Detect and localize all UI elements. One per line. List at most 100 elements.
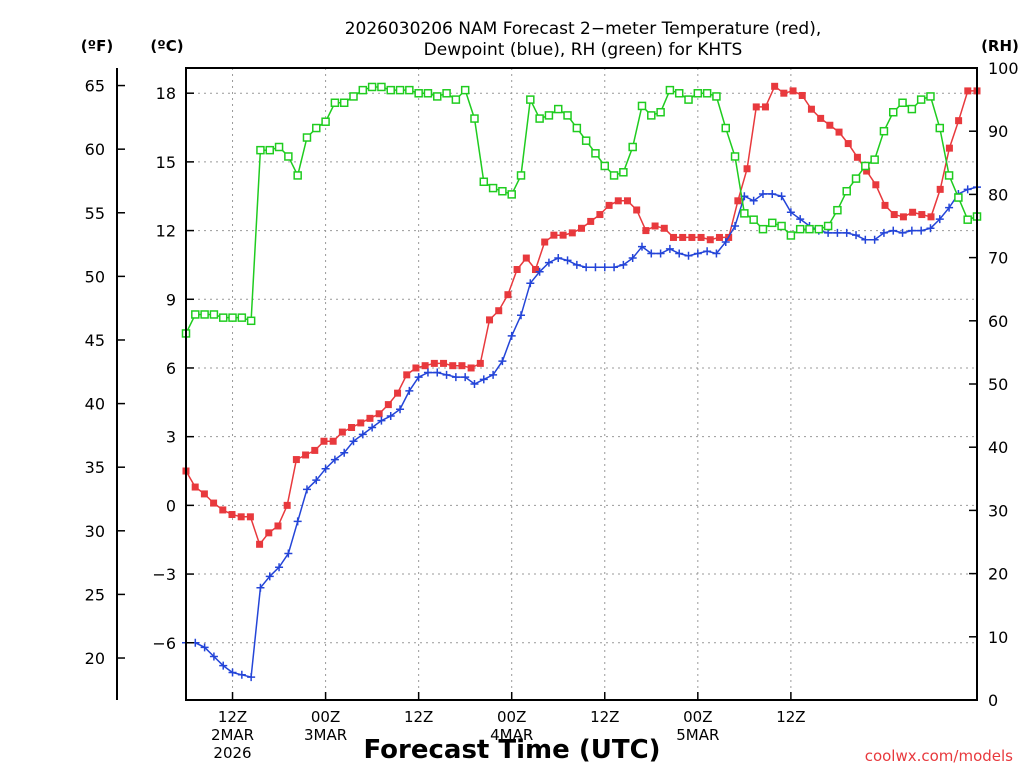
time-tick-label: 5MAR xyxy=(676,726,719,744)
temperature-point xyxy=(513,266,521,274)
temperature-point xyxy=(909,208,917,216)
temperature-point xyxy=(614,197,622,205)
temperature-point xyxy=(246,513,254,521)
temperature-point xyxy=(890,211,898,219)
temperature-point xyxy=(697,233,705,241)
rh-point xyxy=(823,221,833,231)
credit-label: coolwx.com/models xyxy=(865,747,1013,765)
temperature-point xyxy=(945,144,953,152)
rh-point xyxy=(591,149,600,158)
dewpoint-point xyxy=(926,224,935,233)
celsius-tick-label: −3 xyxy=(152,565,176,584)
rh-tick-label: 50 xyxy=(988,375,1008,394)
dewpoint-point xyxy=(647,249,656,258)
temperature-point xyxy=(955,117,963,125)
rh-point xyxy=(814,224,824,234)
rh-point xyxy=(693,89,703,98)
dewpoint-point xyxy=(907,226,916,235)
rh-point xyxy=(488,183,498,193)
rh-tick-label: 60 xyxy=(988,312,1008,331)
temperature-point xyxy=(302,451,310,459)
rh-point xyxy=(935,123,945,133)
temperature-point xyxy=(311,446,319,454)
rh-unit-label: (RH) xyxy=(981,37,1019,55)
rh-point xyxy=(870,155,879,164)
rh-point xyxy=(191,310,200,319)
rh-point xyxy=(405,85,414,95)
rh-point xyxy=(553,104,563,114)
rh-point xyxy=(907,104,917,114)
dewpoint-point xyxy=(619,260,628,269)
dewpoint-point xyxy=(703,247,712,256)
temperature-point xyxy=(394,389,402,397)
dewpoint-point xyxy=(302,485,311,494)
temperature-point xyxy=(375,410,383,418)
temperature-point xyxy=(679,233,687,241)
dewpoint-point xyxy=(358,430,367,439)
rh-point xyxy=(339,98,349,108)
time-tick-label: 2026 xyxy=(213,744,251,762)
dewpoint-point xyxy=(489,370,498,379)
dewpoint-point xyxy=(656,249,665,258)
temperature-point xyxy=(780,89,788,97)
dewpoint-point xyxy=(423,368,432,377)
rh-point xyxy=(367,82,377,92)
fahrenheit-tick-label: 40 xyxy=(85,395,105,414)
dewpoint-point xyxy=(786,208,795,217)
dewpoint-point xyxy=(517,311,526,320)
fahrenheit-tick-label: 60 xyxy=(85,140,105,159)
rh-tick-label: 10 xyxy=(988,628,1008,647)
temperature-point xyxy=(761,103,769,111)
dewpoint-point xyxy=(935,215,944,224)
dewpoint-point xyxy=(442,370,451,379)
rh-point xyxy=(861,161,870,171)
rh-point xyxy=(702,89,712,98)
rh-point xyxy=(758,224,768,234)
rh-point xyxy=(246,316,256,326)
rh-point xyxy=(395,85,405,95)
rh-point xyxy=(777,221,786,231)
rh-point xyxy=(274,142,284,152)
rh-point xyxy=(526,95,535,104)
dewpoint-point xyxy=(386,412,395,421)
dewpoint-point xyxy=(554,254,563,263)
temperature-point xyxy=(927,213,935,221)
temperature-point xyxy=(256,540,264,548)
rh-point xyxy=(433,92,442,101)
dewpoint-point xyxy=(721,238,730,247)
rh-point xyxy=(609,171,619,180)
fahrenheit-tick-label: 45 xyxy=(85,331,105,350)
temperature-point xyxy=(817,114,825,122)
dewpoint-point xyxy=(228,668,237,677)
rh-point xyxy=(786,231,796,240)
rh-point xyxy=(479,177,489,187)
rh-point xyxy=(321,117,330,126)
dewpoint-point xyxy=(563,256,572,265)
rh-point xyxy=(656,107,665,117)
fahrenheit-tick-label: 50 xyxy=(85,267,105,286)
temperature-point xyxy=(403,371,411,379)
temperature-point xyxy=(320,437,328,445)
rh-point xyxy=(535,114,544,123)
rh-point xyxy=(879,126,889,136)
temperature-point xyxy=(789,87,797,95)
rh-point xyxy=(563,111,572,120)
temperature-point xyxy=(568,229,576,237)
temperature-point xyxy=(578,224,585,232)
time-tick-label: 4MAR xyxy=(490,726,533,744)
temperature-point xyxy=(265,529,273,537)
rh-point xyxy=(349,92,358,101)
rh-point xyxy=(507,190,516,199)
dewpoint-line xyxy=(186,186,978,679)
temperature-point xyxy=(743,165,751,173)
fahrenheit-tick-label: 35 xyxy=(85,458,105,477)
dewpoint-point xyxy=(675,249,684,258)
rh-tick-label: 20 xyxy=(988,565,1008,584)
rh-point xyxy=(944,171,954,180)
temperature-point xyxy=(752,103,760,111)
series-layer xyxy=(181,82,982,682)
temperature-point xyxy=(541,238,549,246)
rh-line xyxy=(185,86,978,334)
dewpoint-point xyxy=(247,673,256,682)
